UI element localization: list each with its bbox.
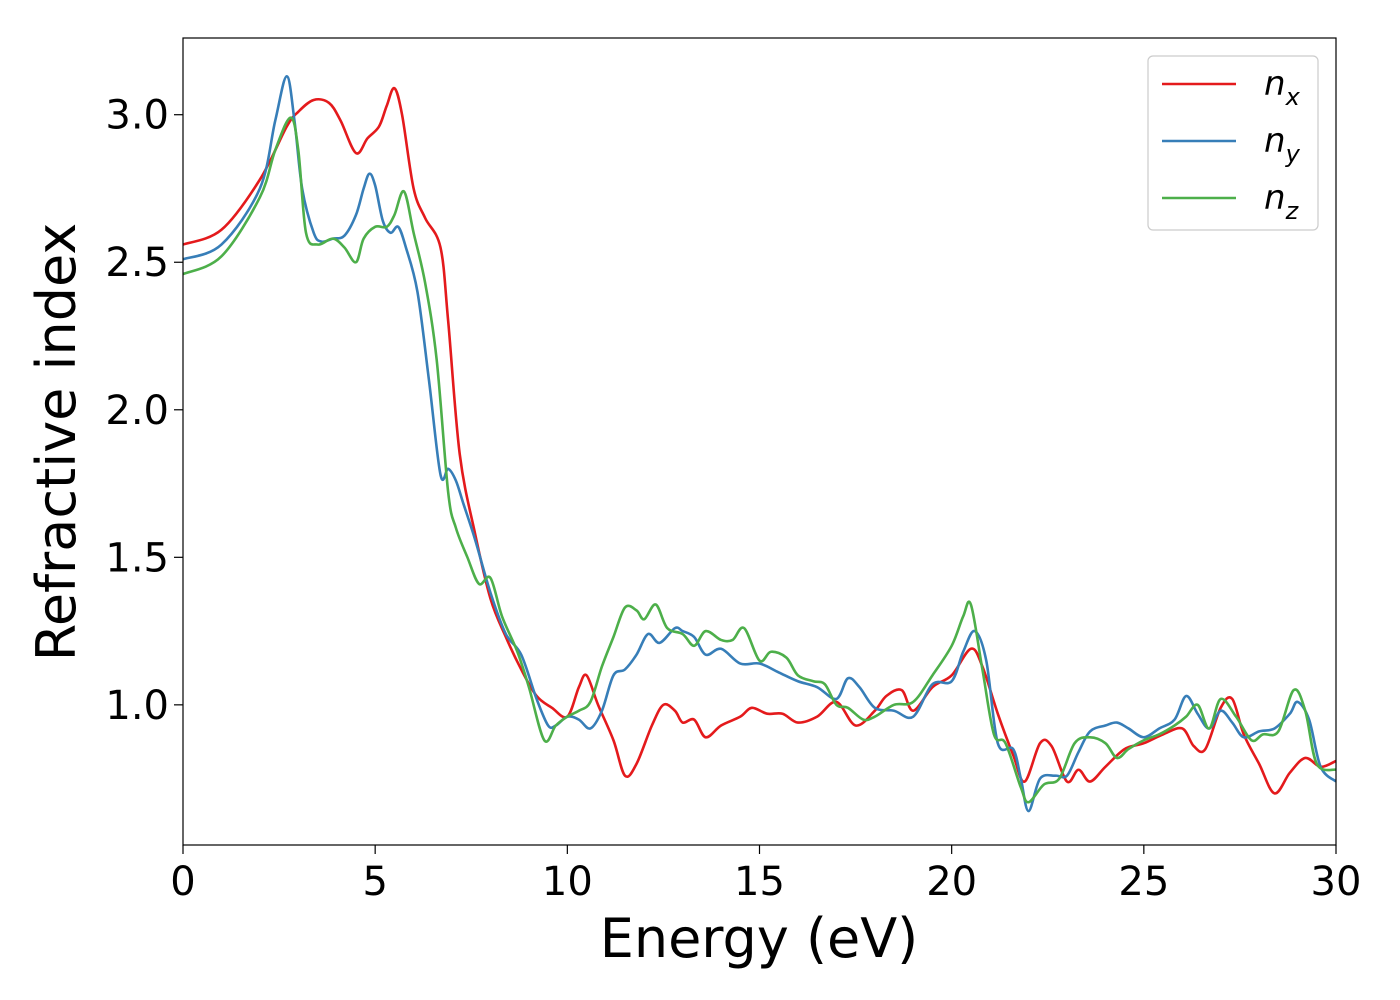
x-tick-label: 0 (170, 859, 195, 905)
x-tick-label: 15 (734, 859, 785, 905)
x-tick-label: 30 (1311, 859, 1362, 905)
y-axis-title: Refractive index (25, 223, 88, 662)
y-tick-label: 2.5 (105, 240, 169, 286)
y-tick-label: 2.0 (105, 388, 169, 434)
y-tick-label: 1.0 (105, 683, 169, 729)
series-layer (183, 75, 1336, 813)
ticks-layer: 0 5 10 15 20 25 30 1.0 1.5 2.0 2.5 3.0 (105, 93, 1361, 905)
series-line-nz (183, 116, 1336, 804)
x-axis-title: Energy (eV) (600, 907, 919, 970)
legend-label-ny: ny (1264, 121, 1301, 168)
series-line-nx (183, 86, 1336, 795)
x-tick-label: 10 (542, 859, 593, 905)
legend-label-nx: nx (1264, 64, 1301, 111)
x-tick-label: 20 (926, 859, 977, 905)
y-tick-label: 3.0 (105, 93, 169, 139)
legend-frame (1147, 55, 1319, 231)
x-tick-label: 5 (362, 859, 387, 905)
x-tick-label: 25 (1118, 859, 1169, 905)
y-tick-label: 1.5 (105, 535, 169, 581)
series-line-ny (183, 75, 1336, 813)
